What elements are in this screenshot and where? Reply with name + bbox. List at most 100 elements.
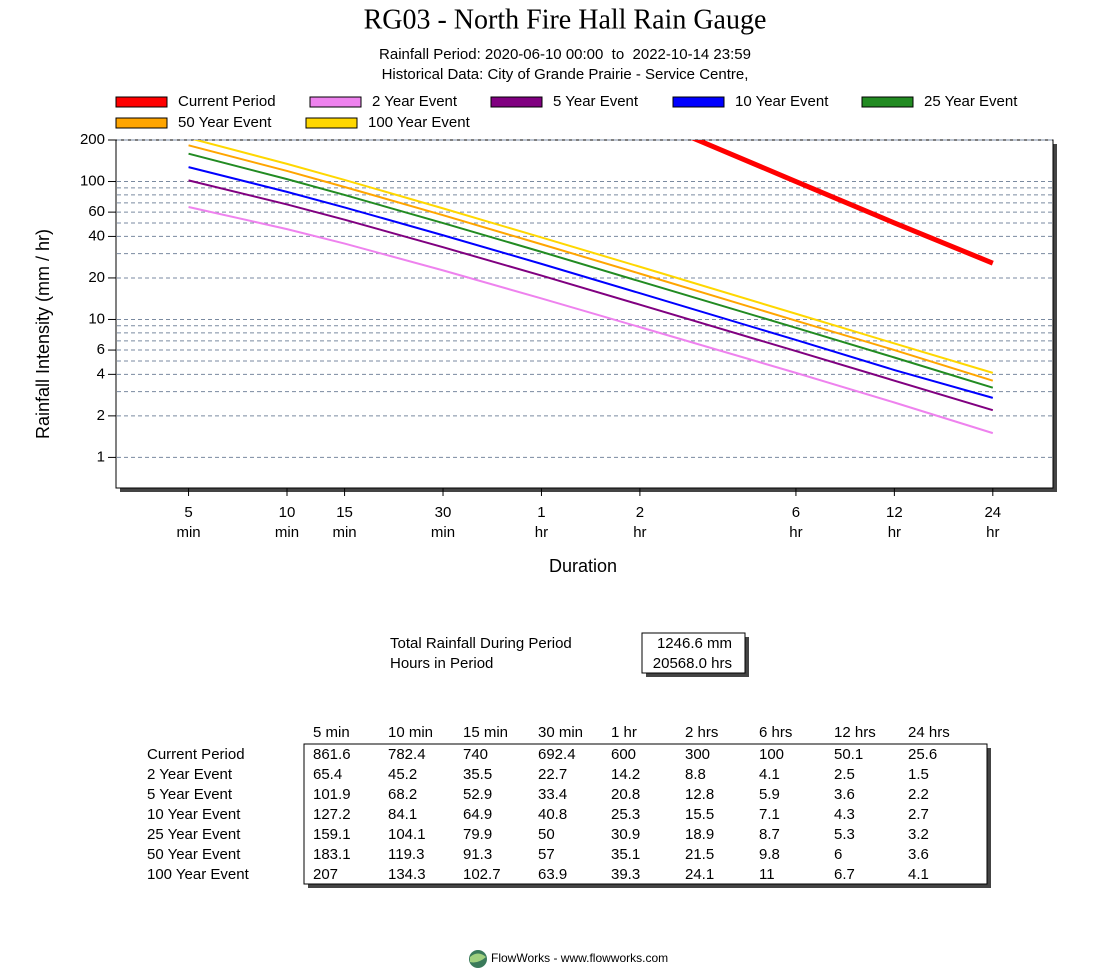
table-column-header: 5 min [313,724,350,741]
legend-swatch [672,96,725,108]
table-column-header: 10 min [388,724,433,741]
summary-label: Total Rainfall During Period [390,635,572,652]
table-cell: 91.3 [463,846,492,863]
series-line [691,140,994,266]
y-tick-label: 20 [88,269,105,286]
legend-swatch [115,96,168,108]
table-cell: 79.9 [463,826,492,843]
summary-value: 20568.0 hrs [653,655,732,672]
legend-swatch [115,117,168,129]
series-line [192,140,994,374]
table-cell: 8.8 [685,766,706,783]
table-cell: 119.3 [388,846,424,863]
table-column-header: 24 hrs [908,724,950,741]
table-cell: 101.9 [313,786,351,803]
y-tick-label: 4 [97,365,105,382]
table-column-header: 6 hrs [759,724,792,741]
legend-label: 100 Year Event [368,114,471,131]
table-cell: 300 [685,746,710,763]
series-line [188,152,994,389]
table-cell: 68.2 [388,786,417,803]
x-tick-label: 1 hr [534,504,549,541]
subtitle: Historical Data: City of Grande Prairie … [382,66,749,83]
table-cell: 20.8 [611,786,640,803]
legend-swatch [490,96,543,108]
table-cell: 3.6 [908,846,929,863]
table-row-label: 100 Year Event [147,866,250,883]
x-tick-label: 5 min [176,504,201,541]
table-cell: 692.4 [538,746,576,763]
table-cell: 64.9 [463,806,492,823]
table-cell: 63.9 [538,866,567,883]
table-cell: 30.9 [611,826,640,843]
y-tick-label: 100 [80,172,105,189]
legend-label: Current Period [178,93,276,110]
table-cell: 4.1 [759,766,780,783]
legend-swatch [861,96,914,108]
legend-label: 2 Year Event [372,93,458,110]
table-cell: 84.1 [388,806,417,823]
table-cell: 104.1 [388,826,426,843]
x-axis-label: Duration [549,556,617,576]
table-row-label: 50 Year Event [147,846,241,863]
y-tick-label: 40 [88,227,105,244]
table-cell: 183.1 [313,846,351,863]
y-tick-label: 10 [88,310,105,327]
plot-area [115,139,1054,489]
table-cell: 3.6 [834,786,855,803]
table-cell: 6 [834,846,842,863]
table-cell: 127.2 [313,806,351,823]
table-cell: 2.2 [908,786,929,803]
table-cell: 2.5 [834,766,855,783]
table-cell: 40.8 [538,806,567,823]
plot-lines [188,140,994,435]
legend-swatch [309,96,362,108]
table-cell: 207 [313,866,338,883]
table-column-header: 1 hr [611,724,637,741]
table-cell: 7.1 [759,806,780,823]
table-cell: 782.4 [388,746,426,763]
subtitle: Rainfall Period: 2020-06-10 00:00 to 202… [379,46,751,63]
table-row-label: Current Period [147,746,245,763]
table-row-label: 5 Year Event [147,786,233,803]
table-row-label: 2 Year Event [147,766,233,783]
y-tick-label: 6 [97,341,105,358]
table-cell: 102.7 [463,866,501,883]
table-cell: 134.3 [388,866,426,883]
summary-value: 1246.6 mm [657,635,732,652]
table-cell: 600 [611,746,636,763]
table-cell: 861.6 [313,746,351,763]
series-line [188,205,994,435]
y-axis-label: Rainfall Intensity (mm / hr) [33,229,53,439]
x-tick-label: 30 min [430,504,456,541]
table-column-header: 30 min [538,724,583,741]
legend-label: 10 Year Event [735,93,829,110]
x-tick-label: 24 hr [984,504,1002,541]
y-tick-label: 200 [80,131,105,148]
table-cell: 6.7 [834,866,855,883]
table-cell: 14.2 [611,766,640,783]
table-cell: 5.9 [759,786,780,803]
table-cell: 4.3 [834,806,855,823]
table-cell: 5.3 [834,826,855,843]
table-cell: 57 [538,846,555,863]
table-cell: 1.5 [908,766,929,783]
logo-detail [470,953,486,963]
table-cell: 21.5 [685,846,714,863]
x-tick-label: 10 min [274,504,300,541]
table-cell: 100 [759,746,784,763]
table-cell: 15.5 [685,806,714,823]
table-cell: 25.3 [611,806,640,823]
table-cell: 45.2 [388,766,417,783]
table-box [303,743,988,885]
table-cell: 33.4 [538,786,567,803]
summary-box [641,632,746,674]
table-cell: 24.1 [685,866,714,883]
legend-label: 5 Year Event [553,93,639,110]
y-tick-label: 60 [88,203,105,220]
table-cell: 9.8 [759,846,780,863]
x-tick-label: 12 hr [886,504,903,541]
table-column-header: 15 min [463,724,508,741]
